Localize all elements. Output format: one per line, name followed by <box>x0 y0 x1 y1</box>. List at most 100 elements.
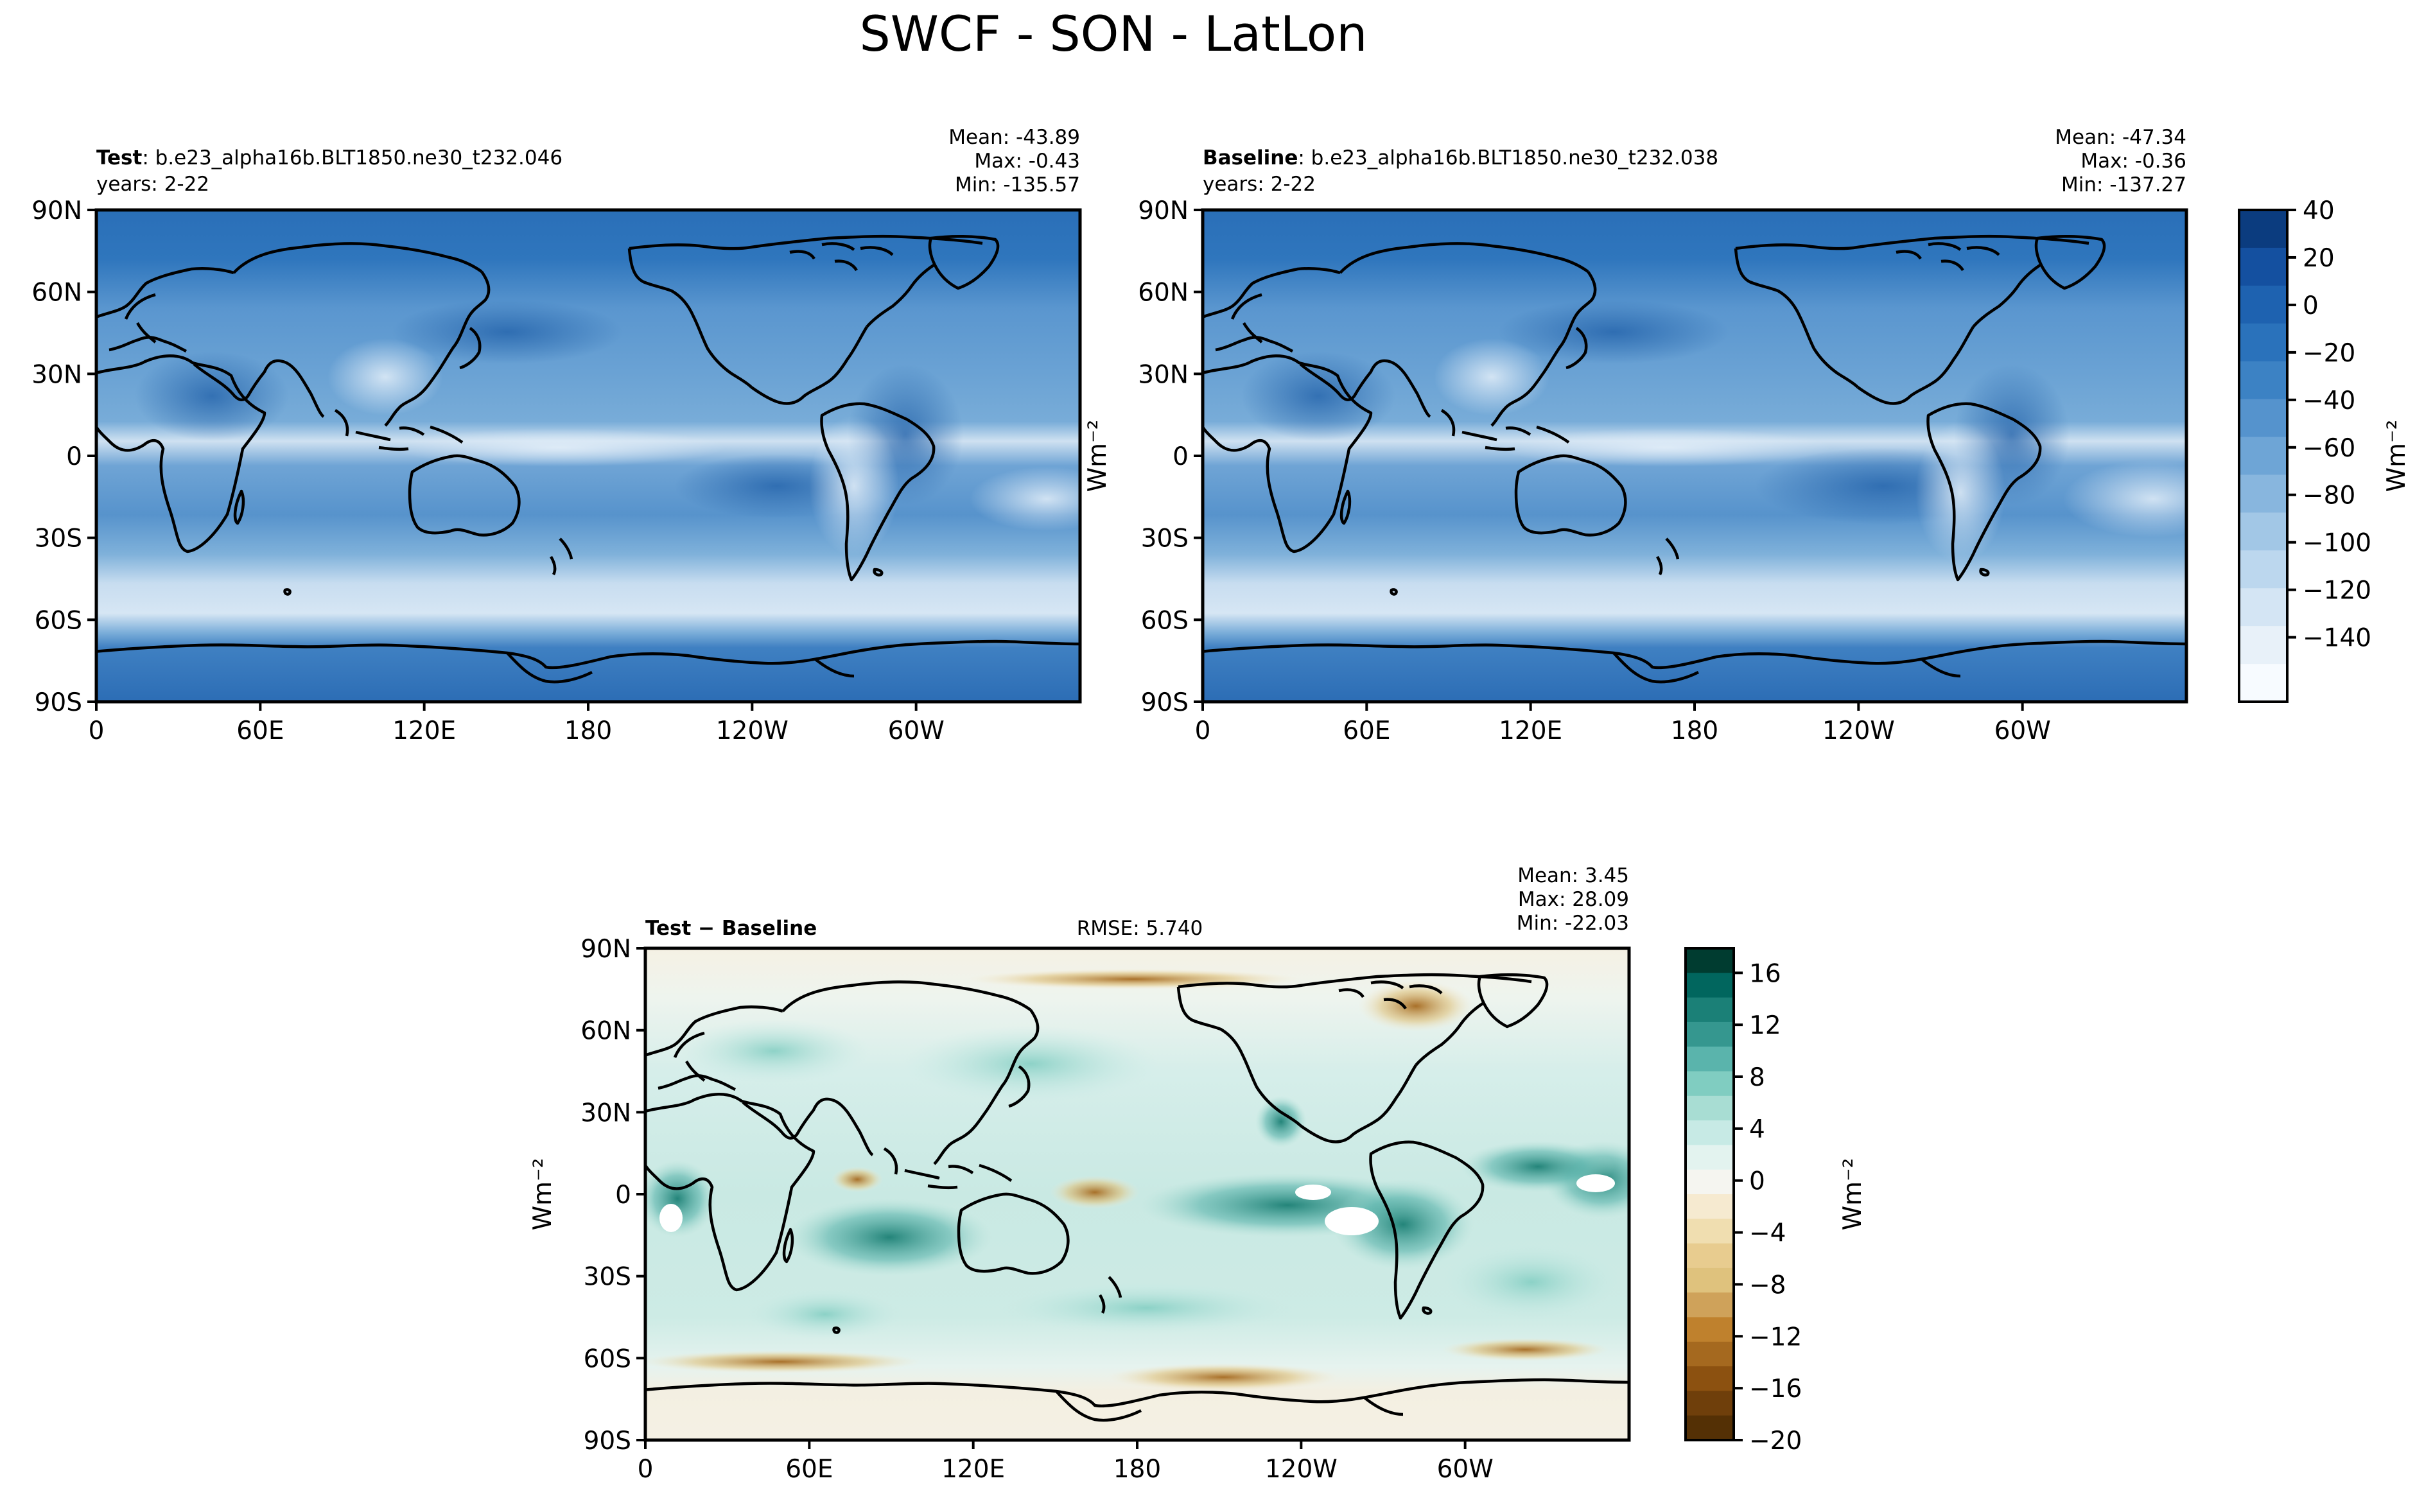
bottom-colorbar-segment <box>1686 1391 1734 1416</box>
top-colorbar-segment <box>2239 210 2287 248</box>
bottom-colorbar-tick-label: 0 <box>1749 1167 1765 1196</box>
baseline-panel <box>1201 208 2188 704</box>
top-colorbar-tick-label: −140 <box>2303 624 2371 653</box>
test-lat-tick-label: 60N <box>31 279 82 308</box>
diff-lat-tick-label: 90N <box>580 935 631 964</box>
diff-min: Min: -22.03 <box>1517 912 1629 935</box>
bottom-colorbar-segment <box>1686 1145 1734 1170</box>
baseline-lat-tick-label: 30N <box>1138 360 1189 389</box>
diff-lon-tick-label: 180 <box>1113 1455 1161 1484</box>
diff-lat-tick-label: 0 <box>615 1181 631 1210</box>
top-colorbar-segment <box>2239 285 2287 324</box>
top-colorbar-segment <box>2239 323 2287 362</box>
test-lat-tick-label: 30S <box>35 525 82 553</box>
bottom-colorbar-segment <box>1686 1366 1734 1391</box>
figure-title: SWCF - SON - LatLon <box>860 5 1368 62</box>
top-colorbar-tick-label: −100 <box>2303 529 2371 558</box>
test-min: Min: -135.57 <box>955 173 1080 196</box>
top-colorbar-tick-label: −40 <box>2303 387 2355 415</box>
bottom-colorbar-segment <box>1686 1021 1734 1047</box>
diff-lat-tick-label: 60S <box>584 1344 631 1373</box>
diff-label: Test − Baseline <box>645 917 817 940</box>
bottom-colorbar-tick-label: −4 <box>1749 1219 1786 1248</box>
bottom-colorbar-tick-label: 12 <box>1749 1011 1781 1040</box>
test-lon-tick-label: 120W <box>716 717 789 745</box>
bottom-colorbar-segment <box>1686 1317 1734 1343</box>
test-lon-tick-label: 60W <box>888 717 945 745</box>
top-colorbar-tick-label: −120 <box>2303 577 2371 605</box>
diff-lat-tick-label: 90S <box>584 1427 631 1456</box>
test-panel-unit-label: Wm⁻² <box>1083 420 1112 492</box>
baseline-lon-tick-label: 120W <box>1822 717 1895 745</box>
bottom-colorbar-frame <box>1684 947 1735 1441</box>
test-case-name: : b.e23_alpha16b.BLT1850.ne30_t232.046 <box>142 146 562 169</box>
diff-lat-tick-label: 60N <box>580 1017 631 1046</box>
bottom-colorbar-tick-label: 4 <box>1749 1115 1765 1144</box>
top-colorbar-segment <box>2239 512 2287 551</box>
top-colorbar-segment <box>2239 626 2287 665</box>
bottom-colorbar-segment <box>1686 1169 1734 1195</box>
bottom-colorbar-segment <box>1686 1120 1734 1145</box>
test-lat-tick-label: 30N <box>31 360 82 389</box>
test-lat-tick-label: 90S <box>35 688 82 717</box>
baseline-lat-tick-label: 60S <box>1141 606 1189 635</box>
baseline-max: Max: -0.36 <box>2080 150 2186 173</box>
baseline-lon-tick-label: 180 <box>1671 717 1718 745</box>
baseline-case-name: : b.e23_alpha16b.BLT1850.ne30_t232.038 <box>1298 146 1718 169</box>
colorbars: 40200−20−40−60−80−100−120−1401612840−4−8… <box>1684 196 2371 1456</box>
bottom-colorbar-segment <box>1686 1219 1734 1244</box>
test-lon-tick-label: 0 <box>89 717 105 745</box>
top-colorbar-tick-label: 40 <box>2303 196 2335 225</box>
bottom-colorbar-segment <box>1686 973 1734 998</box>
top-colorbar-segment <box>2239 399 2287 438</box>
diff-panel <box>643 946 1631 1442</box>
diff-lat-tick-label: 30S <box>584 1263 631 1292</box>
bottom-colorbar-segment <box>1686 1071 1734 1097</box>
baseline-lat-tick-label: 0 <box>1173 442 1189 471</box>
diff-mean: Mean: 3.45 <box>1517 864 1629 887</box>
top-colorbar-segment <box>2239 550 2287 589</box>
svg-text:Test: b.e23_alpha16b.BLT1850.n: Test: b.e23_alpha16b.BLT1850.ne30_t232.0… <box>96 146 562 169</box>
bottom-colorbar-segment <box>1686 1243 1734 1269</box>
baseline-lat-tick-label: 90N <box>1138 196 1189 225</box>
top-colorbar-segment <box>2239 437 2287 476</box>
test-lon-tick-label: 60E <box>236 717 284 745</box>
baseline-lon-tick-label: 120E <box>1499 717 1562 745</box>
bottom-colorbar-segment <box>1686 948 1734 973</box>
top-colorbar-segment <box>2239 474 2287 513</box>
top-colorbar-tick-label: 0 <box>2303 291 2319 320</box>
bottom-colorbar-segment <box>1686 1415 1734 1441</box>
diff-lon-tick-label: 0 <box>638 1455 654 1484</box>
bottom-colorbar-tick-label: 8 <box>1749 1063 1765 1092</box>
diff-lon-tick-label: 120E <box>941 1455 1005 1484</box>
top-colorbar-tick-label: −80 <box>2303 482 2355 510</box>
diff-lon-tick-label: 120W <box>1265 1455 1338 1484</box>
bottom-colorbar-segment <box>1686 1292 1734 1318</box>
bottom-colorbar-segment <box>1686 1341 1734 1367</box>
diff-lat-tick-label: 30N <box>580 1099 631 1127</box>
diff-lon-tick-label: 60E <box>785 1455 833 1484</box>
top-colorbar-segment <box>2239 361 2287 400</box>
diff-max: Max: 28.09 <box>1518 888 1629 911</box>
bottom-colorbar-segment <box>1686 1267 1734 1293</box>
baseline-header: Baseline: b.e23_alpha16b.BLT1850.ne30_t2… <box>1203 126 2186 196</box>
top-colorbar-tick-label: −20 <box>2303 339 2355 368</box>
baseline-lat-tick-label: 60N <box>1138 279 1189 308</box>
test-lat-tick-label: 60S <box>35 606 82 635</box>
bottom-colorbar-tick-label: −8 <box>1749 1271 1786 1299</box>
test-mean: Mean: -43.89 <box>948 126 1080 149</box>
bottom-colorbar-tick-label: −16 <box>1749 1375 1802 1403</box>
top-colorbar-frame <box>2238 209 2289 703</box>
diff-header: Test − Baseline RMSE: 5.740 Mean: 3.45 M… <box>645 864 1629 940</box>
baseline-lat-tick-label: 30S <box>1141 525 1189 553</box>
bottom-colorbar-segment <box>1686 997 1734 1023</box>
baseline-min: Min: -137.27 <box>2061 173 2186 196</box>
bottom-colorbar-segment <box>1686 1194 1734 1219</box>
test-lon-tick-label: 120E <box>392 717 456 745</box>
baseline-lon-tick-label: 0 <box>1195 717 1211 745</box>
bottom-colorbar-tick-label: −20 <box>1749 1427 1802 1456</box>
top-colorbar-unit-label: Wm⁻² <box>2382 420 2411 492</box>
bottom-colorbar-segment <box>1686 1095 1734 1121</box>
